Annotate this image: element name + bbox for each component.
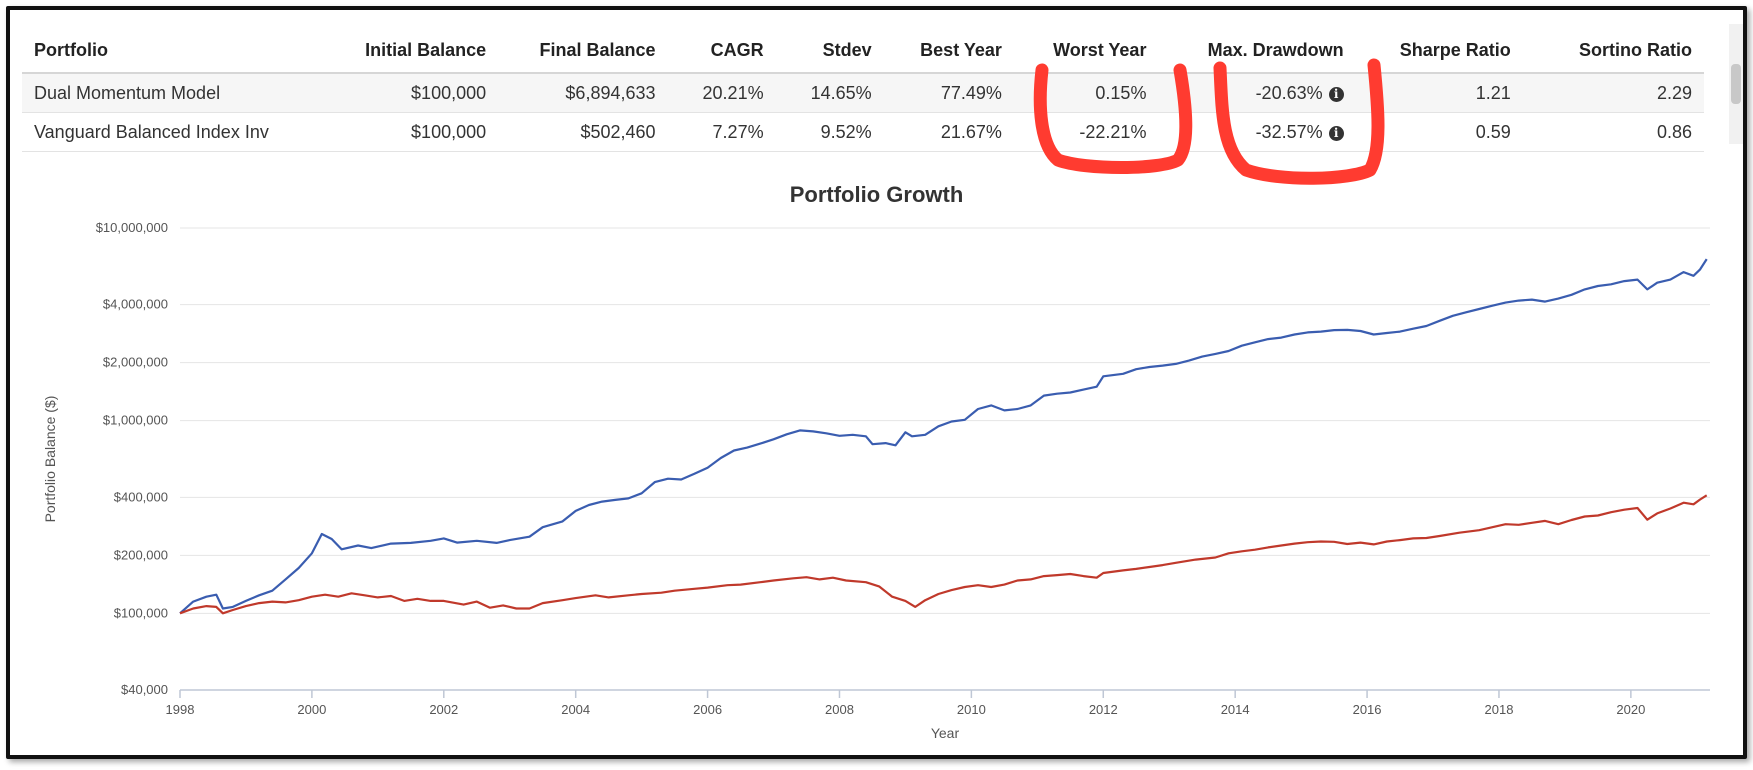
series-line-0[interactable]: [179, 258, 1708, 615]
series-line-1[interactable]: [179, 494, 1708, 615]
cell-stdev: 9.52%: [775, 112, 884, 152]
chart-title: Portfolio Growth: [789, 182, 964, 207]
x-axis: 1998 2000 2002 2004 2006 2008 2010 2012 2014 2016…: [166, 689, 1710, 717]
cell-best-year: 21.67%: [883, 112, 1014, 152]
scrollbar-thumb[interactable]: [1731, 64, 1741, 104]
x-tick-label: 2006: [693, 702, 722, 717]
x-tick-label: 2008: [825, 702, 854, 717]
cell-initial-balance: $100,000: [348, 112, 499, 152]
x-tick-label: 2010: [957, 702, 986, 717]
col-header-worst-year[interactable]: Worst Year: [1013, 28, 1159, 74]
cell-best-year: 77.49%: [883, 73, 1014, 113]
portfolio-stats-table: Portfolio Initial Balance Final Balance …: [22, 28, 1704, 152]
cell-max-drawdown-value: -20.63%: [1255, 82, 1323, 103]
cell-max-drawdown-value: -32.57%: [1255, 121, 1323, 142]
x-tick-label: 2000: [297, 702, 326, 717]
x-tick-label: 2002: [429, 702, 458, 717]
worst-year-highlight-mark: [1033, 63, 1193, 174]
cell-final-balance: $6,894,633: [498, 73, 668, 113]
y-tick-label: $40,000: [121, 682, 168, 697]
y-axis-label: Portfolio Balance ($): [42, 396, 58, 523]
table-row: Vanguard Balanced Index Inv $100,000 $50…: [22, 112, 1704, 152]
x-tick-label: 2014: [1221, 702, 1250, 717]
cell-max-drawdown: -20.63% i: [1158, 73, 1356, 113]
table-header-row: Portfolio Initial Balance Final Balance …: [22, 28, 1704, 74]
x-tick-label: 2016: [1353, 702, 1382, 717]
chart-gridlines: [180, 227, 1710, 691]
col-header-sharpe-ratio[interactable]: Sharpe Ratio: [1355, 28, 1523, 74]
y-tick-label: $1,000,000: [103, 413, 168, 428]
cell-sharpe-ratio: 1.21: [1355, 73, 1523, 113]
vertical-scrollbar[interactable]: [1729, 24, 1743, 144]
y-tick-label: $200,000: [114, 547, 168, 562]
col-header-max-drawdown[interactable]: Max. Drawdown: [1158, 28, 1356, 74]
screenshot-frame: Portfolio Initial Balance Final Balance …: [6, 6, 1747, 759]
cell-sortino-ratio: 0.86: [1522, 112, 1704, 152]
y-tick-label: $100,000: [114, 605, 168, 620]
cell-initial-balance: $100,000: [348, 73, 499, 113]
cell-cagr: 7.27%: [667, 112, 776, 152]
info-icon[interactable]: i: [1328, 86, 1344, 102]
cell-sortino-ratio: 2.29: [1522, 73, 1704, 113]
cell-portfolio-name: Vanguard Balanced Index Inv: [22, 112, 349, 152]
col-header-initial-balance[interactable]: Initial Balance: [348, 28, 499, 74]
col-header-stdev[interactable]: Stdev: [775, 28, 884, 74]
cell-stdev: 14.65%: [775, 73, 884, 113]
portfolio-growth-chart: $10,000,000 $4,000,000 $2,000,000 $1,000,00…: [42, 220, 1710, 741]
cell-cagr: 20.21%: [667, 73, 776, 113]
col-header-cagr[interactable]: CAGR: [667, 28, 776, 74]
x-tick-label: 1998: [166, 702, 195, 717]
x-axis-label: Year: [931, 725, 960, 741]
red-markup-layer: [1033, 58, 1385, 185]
chart-series: [179, 258, 1708, 615]
y-tick-label: $10,000,000: [96, 220, 168, 235]
cell-final-balance: $502,460: [498, 112, 668, 152]
x-tick-label: 2020: [1616, 702, 1645, 717]
col-header-portfolio[interactable]: Portfolio: [22, 28, 349, 74]
info-icon[interactable]: i: [1328, 125, 1344, 141]
cell-portfolio-name: Dual Momentum Model: [22, 73, 349, 113]
x-tick-label: 2012: [1089, 702, 1118, 717]
table-row: Dual Momentum Model $100,000 $6,894,633 …: [22, 73, 1704, 113]
y-tick-label: $4,000,000: [103, 297, 168, 312]
y-axis-ticks: $10,000,000 $4,000,000 $2,000,000 $1,000,00…: [96, 220, 168, 697]
col-header-best-year[interactable]: Best Year: [883, 28, 1014, 74]
x-tick-label: 2018: [1485, 702, 1514, 717]
x-tick-label: 2004: [561, 702, 590, 717]
max-drawdown-highlight-mark: [1213, 58, 1385, 185]
y-tick-label: $400,000: [114, 489, 168, 504]
col-header-final-balance[interactable]: Final Balance: [498, 28, 668, 74]
y-tick-label: $2,000,000: [103, 355, 168, 370]
col-header-sortino-ratio[interactable]: Sortino Ratio: [1522, 28, 1704, 74]
